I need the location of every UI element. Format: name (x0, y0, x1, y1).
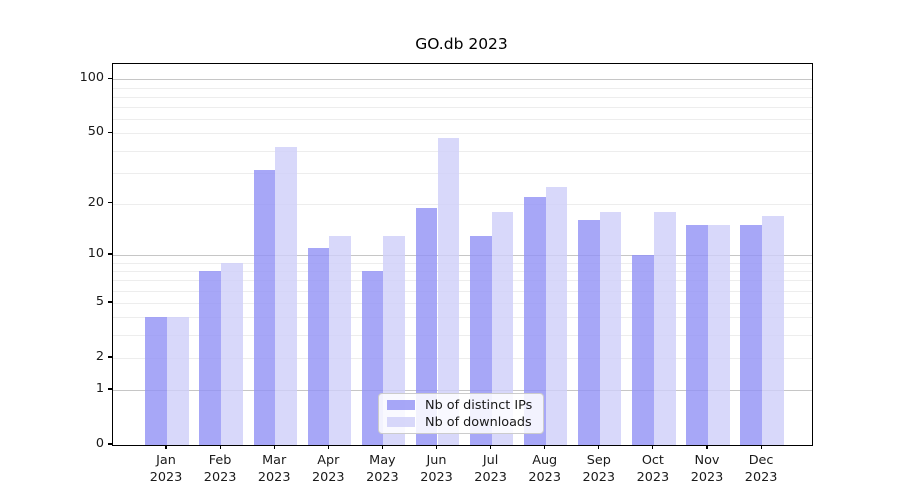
gridline-6 (113, 290, 812, 292)
gridline-1 (113, 390, 812, 392)
x-tick-mark (760, 445, 762, 449)
bar-downloads-jul (491, 211, 514, 445)
x-tick-mark (652, 445, 654, 449)
x-tick-label-sep: Sep 2023 (582, 453, 616, 485)
x-tick-mark (706, 445, 708, 449)
legend-swatch-downloads (387, 417, 415, 427)
gridline-80 (113, 96, 812, 98)
bar-distinct-ips-feb (199, 270, 222, 445)
x-tick-label-dec: Dec 2023 (744, 453, 778, 485)
bar-distinct-ips-aug (524, 196, 546, 445)
x-tick-label-aug: Aug 2023 (528, 453, 561, 485)
bar-distinct-ips-may (361, 270, 384, 445)
gridline-50 (113, 133, 812, 135)
x-tick-label-may: May 2023 (366, 453, 399, 485)
bar-downloads-nov (708, 225, 730, 445)
y-tick-label-100: 100 (79, 70, 104, 86)
x-tick-mark (219, 445, 221, 449)
gridline-100 (113, 79, 812, 81)
bar-downloads-sep (599, 211, 622, 445)
x-tick-mark (435, 445, 438, 449)
x-tick-mark (490, 445, 492, 449)
gridline-20 (113, 203, 812, 205)
x-tick-label-oct: Oct 2023 (636, 453, 670, 485)
bar-distinct-ips-jul (469, 235, 492, 445)
bar-downloads-jun (437, 138, 460, 445)
y-tick-mark (108, 77, 112, 79)
gridline-7 (113, 280, 812, 282)
y-tick-mark (108, 131, 112, 133)
y-tick-mark (108, 301, 112, 303)
bar-distinct-ips-jun (415, 207, 438, 445)
legend-swatch-distinct-ips (387, 400, 415, 410)
bar-downloads-mar (275, 146, 297, 445)
legend-label-distinct-ips: Nb of distinct IPs (425, 397, 533, 413)
x-tick-mark (381, 445, 383, 449)
gridline-30 (113, 172, 812, 174)
y-tick-label-2: 2 (95, 348, 104, 364)
y-tick-mark (108, 388, 112, 390)
y-tick-label-20: 20 (87, 194, 104, 210)
x-tick-mark (165, 445, 167, 449)
y-tick-mark (108, 443, 112, 445)
bar-downloads-may (383, 235, 406, 445)
y-tick-mark (108, 253, 112, 255)
x-tick-label-mar: Mar 2023 (257, 453, 291, 485)
x-tick-mark (273, 445, 275, 449)
y-tick-mark (108, 356, 112, 358)
plot-area (112, 63, 813, 446)
x-tick-label-nov: Nov 2023 (690, 453, 724, 485)
bar-distinct-ips-dec (740, 225, 763, 445)
gridline-8 (113, 270, 812, 272)
bar-distinct-ips-jan (145, 317, 167, 445)
y-tick-label-5: 5 (95, 294, 104, 309)
y-tick-mark (108, 202, 112, 204)
bar-downloads-apr (329, 235, 351, 445)
y-tick-label-50: 50 (87, 124, 104, 140)
bar-distinct-ips-sep (578, 220, 600, 445)
bar-distinct-ips-nov (686, 225, 708, 445)
gridline-70 (113, 107, 812, 109)
bar-downloads-oct (653, 211, 676, 445)
legend-label-downloads: Nb of downloads (425, 414, 532, 430)
x-tick-label-feb: Feb 2023 (203, 453, 237, 485)
x-tick-label-apr: Apr 2023 (312, 453, 345, 485)
legend: Nb of distinct IPs Nb of downloads (378, 393, 544, 434)
bar-distinct-ips-oct (632, 254, 654, 445)
x-tick-mark (598, 445, 600, 449)
bar-downloads-jan (167, 317, 189, 445)
y-tick-label-10: 10 (87, 245, 104, 261)
gridline-60 (113, 119, 812, 121)
gridline-9 (113, 262, 812, 264)
x-tick-mark (327, 445, 329, 449)
chart-title: GO.db 2023 (415, 35, 508, 53)
gridline-90 (113, 87, 812, 89)
gridline-4 (113, 317, 812, 319)
x-tick-mark (544, 445, 546, 449)
gridline-2 (113, 357, 812, 359)
bar-distinct-ips-apr (307, 248, 330, 445)
x-tick-label-jul: Jul 2023 (474, 453, 507, 485)
legend-row: Nb of downloads (387, 415, 535, 430)
gridline-5 (113, 303, 812, 304)
bar-downloads-aug (545, 186, 568, 445)
x-tick-label-jun: Jun 2023 (420, 453, 453, 485)
bar-downloads-feb (221, 262, 243, 445)
bar-distinct-ips-mar (253, 170, 276, 445)
legend-row: Nb of distinct IPs (387, 398, 535, 413)
gridline-10 (113, 254, 812, 256)
gridline-3 (113, 335, 812, 337)
bar-downloads-dec (762, 215, 784, 445)
gridline-40 (113, 150, 812, 152)
y-tick-label-1: 1 (95, 381, 104, 397)
x-tick-label-jan: Jan 2023 (149, 453, 183, 485)
y-tick-label-0: 0 (95, 436, 104, 451)
